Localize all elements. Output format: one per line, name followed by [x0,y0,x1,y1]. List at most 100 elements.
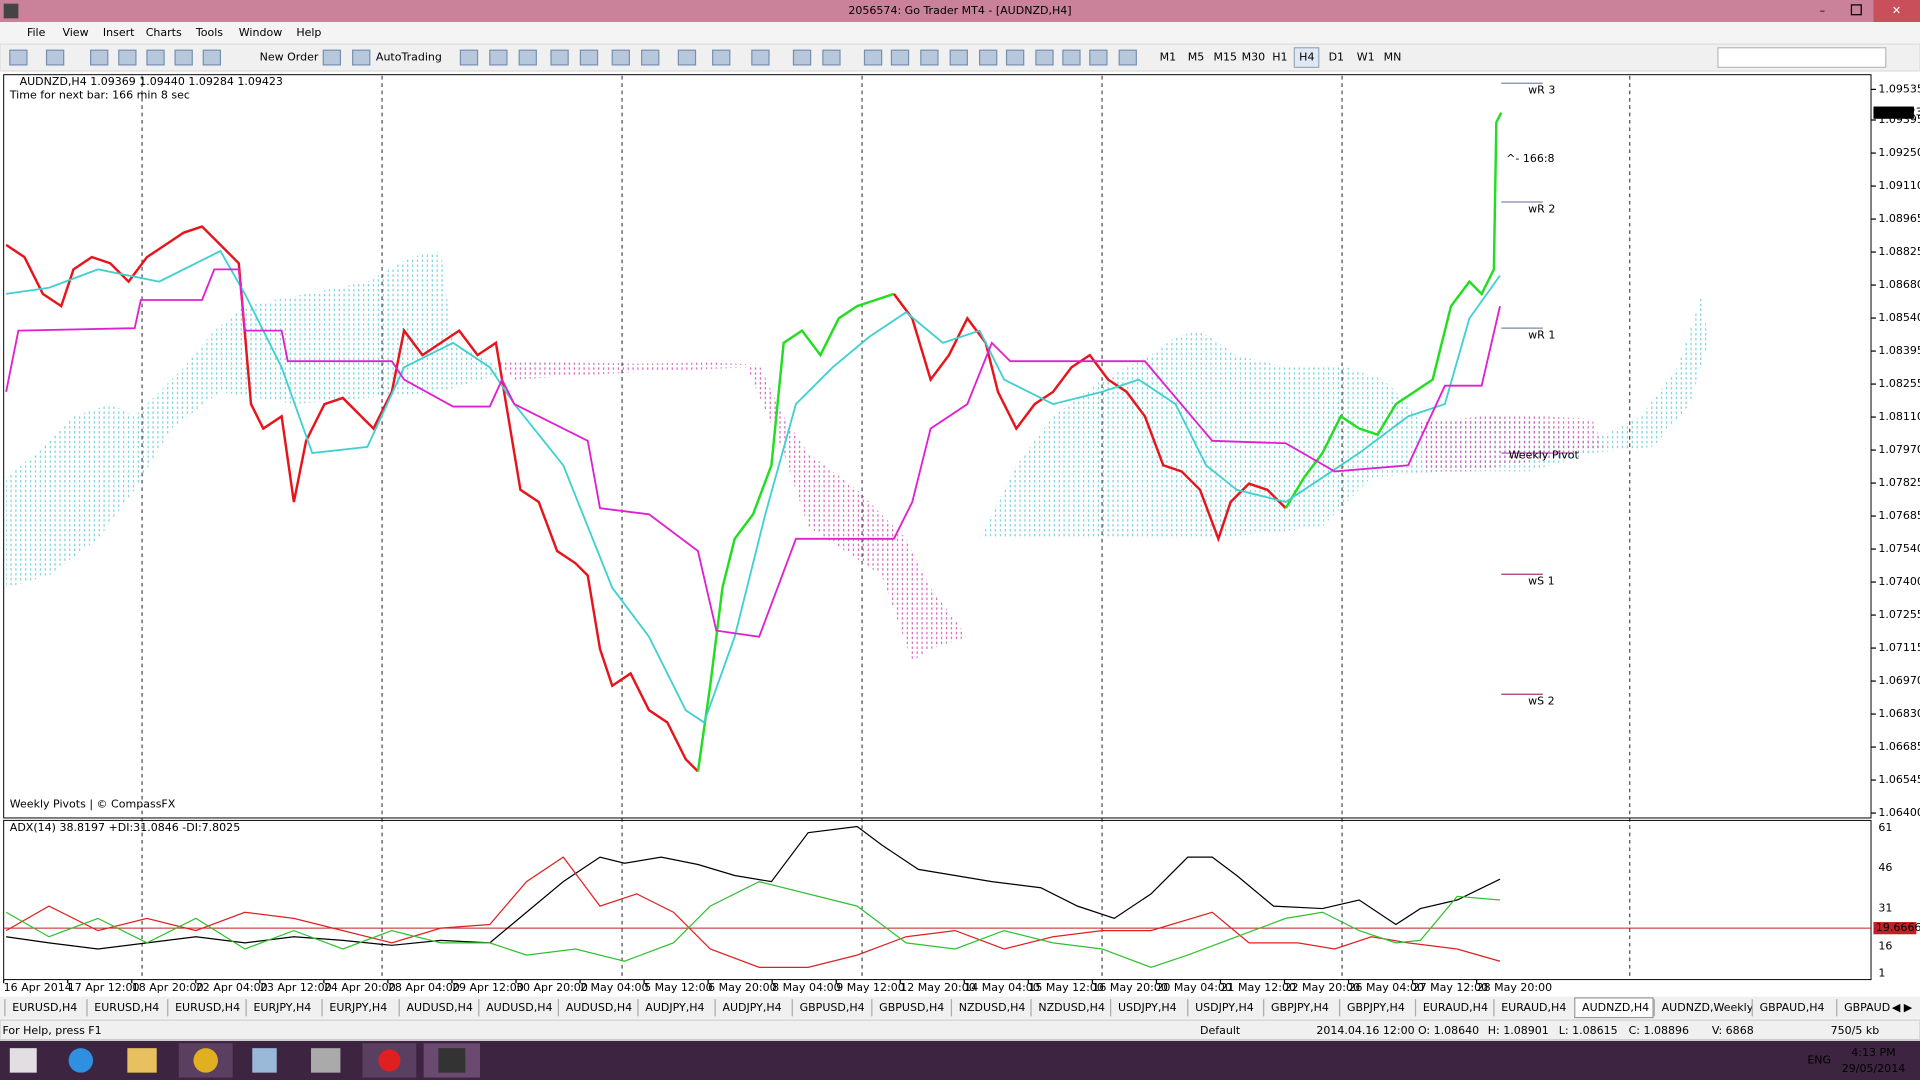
toolbar-icon[interactable] [1005,49,1025,66]
maximize[interactable] [1850,4,1862,16]
chrome-icon[interactable] [193,1048,218,1073]
toolbar-icon[interactable] [518,49,537,66]
price-down-2 [892,293,1287,543]
calc-icon[interactable] [252,1048,277,1073]
toolbar-icon[interactable] [459,49,479,66]
chart-tab[interactable]: EURJPY,H4 [253,1001,311,1014]
autotrading-button[interactable]: AutoTrading [376,51,442,64]
toolbar-icon[interactable] [550,49,569,66]
toolbar-icon[interactable] [677,49,697,66]
toolbar-icon[interactable] [712,49,731,66]
price-label: 1.08255 [1878,377,1920,390]
toolbar-icon[interactable] [792,49,812,66]
toolbar-icon[interactable] [920,49,939,66]
chart-tab[interactable]: AUDUSD,H4 [566,1001,632,1014]
app-icon-2[interactable] [311,1048,341,1073]
menu-item[interactable]: File [27,26,46,39]
tab-scroll[interactable]: ◀ ▶ [1892,1001,1913,1014]
chart-tab[interactable]: AUDNZD,H4 [1582,1001,1649,1014]
chart-tab[interactable]: EURJPY,H4 [329,1001,387,1014]
explorer-icon[interactable] [127,1048,157,1073]
chart-tab[interactable]: EURUSD,H4 [12,1001,77,1014]
chart-tab[interactable]: AUDUSD,H4 [486,1001,552,1014]
toolbar-icon[interactable] [751,49,770,66]
toolbar-icon[interactable] [90,49,109,66]
toolbar-icon[interactable] [863,49,883,66]
chart-tab[interactable]: AUDNZD,Weekly [1662,1001,1754,1014]
search-box[interactable] [1717,47,1887,68]
chart-tab[interactable]: AUDUSD,H4 [407,1001,473,1014]
time-label: 27 May 12:00 [1413,981,1489,994]
pivot-label: wR 2 [1528,202,1555,215]
timeframe-button[interactable]: M15 [1213,51,1237,64]
timeframe-button[interactable]: D1 [1329,51,1345,64]
toolbar-icon[interactable] [352,49,371,66]
toolbar-icon[interactable] [1118,49,1137,66]
toolbar-icon[interactable] [1035,49,1054,66]
chart-tab[interactable]: GBPUSD,H4 [800,1001,865,1014]
toolbar-icon[interactable] [611,49,630,66]
timeframe-button[interactable]: M1 [1160,51,1177,64]
toolbar-icon[interactable] [202,49,222,66]
toolbar-icon[interactable] [949,49,968,66]
toolbar-icon[interactable] [322,49,342,66]
chart-tab[interactable]: NZDUSD,H4 [959,1001,1026,1014]
pivot-label: wS 2 [1528,695,1555,708]
new-order-button[interactable]: New Order [260,51,319,64]
chart-tab[interactable]: AUDJPY,H4 [722,1001,781,1014]
toolbar-icon[interactable] [9,49,28,66]
toolbar-icon[interactable] [890,49,910,66]
toolbar-icon[interactable] [978,49,998,66]
chart-tab[interactable]: USDJPY,H4 [1195,1001,1254,1014]
chart-tab[interactable]: GBPAUD [1844,1001,1890,1014]
close[interactable] [1873,0,1920,23]
menu-item[interactable]: Charts [146,26,182,39]
chart-tab[interactable]: EURAUD,H4 [1501,1001,1566,1014]
timeframe-button[interactable]: H4 [1299,51,1314,64]
timeframe-button[interactable]: MN [1384,51,1402,64]
timeframe-button[interactable]: W1 [1357,51,1375,64]
menu-item[interactable]: Tools [195,26,223,39]
chart-tab[interactable]: GBPUSD,H4 [879,1001,944,1014]
cloud-bearish [495,361,968,662]
toolbar-icon[interactable] [118,49,137,66]
toolbar-icon[interactable] [822,49,841,66]
chart-tab[interactable]: EURUSD,H4 [94,1001,159,1014]
menu-item[interactable]: Help [296,26,321,39]
menu-item[interactable]: Insert [103,26,135,39]
price-label: 1.09110 [1878,179,1920,192]
chart-tab[interactable]: EURUSD,H4 [175,1001,240,1014]
toolbar-icon[interactable] [579,49,599,66]
toolbar-icon[interactable] [45,49,65,66]
start-button[interactable] [9,1048,37,1073]
mt4-icon[interactable] [438,1048,466,1073]
timeframe-button[interactable]: H1 [1272,51,1287,64]
toolbar-icon[interactable] [1089,49,1108,66]
chart-tab[interactable]: GBPAUD,H4 [1760,1001,1825,1014]
ie-icon[interactable] [68,1048,94,1073]
tab-bar [0,996,1920,1019]
close-x[interactable]: ✕ [1892,4,1901,17]
toolbar-icon[interactable] [489,49,508,66]
timeframe-button[interactable]: M30 [1242,51,1266,64]
price-label: 1.07970 [1878,443,1920,456]
menu-item[interactable]: View [62,26,88,39]
price-up [696,292,895,772]
toolbar-icon[interactable] [1062,49,1081,66]
menu-item[interactable]: Window [239,26,282,39]
chart-tab[interactable]: NZDUSD,H4 [1038,1001,1105,1014]
app-icon-3[interactable] [378,1049,401,1072]
chart-tab[interactable]: GBPJPY,H4 [1271,1001,1329,1014]
toolbar-icon[interactable] [174,49,193,66]
chart-tab[interactable]: AUDJPY,H4 [645,1001,704,1014]
price-label: 1.06970 [1878,674,1920,687]
toolbar-icons [9,49,1137,66]
minimize[interactable]: – [1820,4,1826,17]
chart-tab[interactable]: USDJPY,H4 [1118,1001,1177,1014]
price-label: 1.06400 [1878,806,1920,819]
chart-tab[interactable]: EURAUD,H4 [1423,1001,1488,1014]
chart-tab[interactable]: GBPJPY,H4 [1347,1001,1405,1014]
timeframe-button[interactable]: M5 [1188,51,1205,64]
toolbar-icon[interactable] [641,49,660,66]
toolbar-icon[interactable] [146,49,165,66]
